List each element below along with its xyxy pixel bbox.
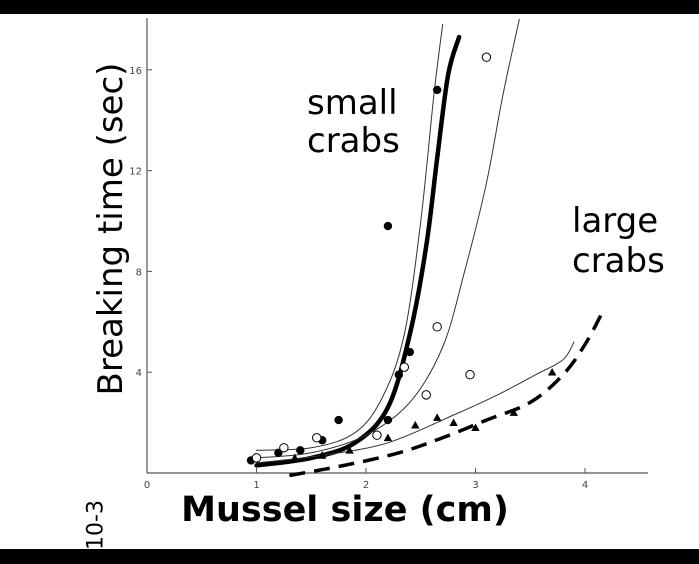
x-tick-label: 4	[582, 480, 588, 491]
y-tick-label: 4	[136, 368, 142, 379]
filled-circle-point	[383, 221, 393, 231]
x-tick-label: 3	[472, 480, 478, 491]
filled-circle-point	[405, 347, 414, 357]
large-crabs-label: large crabs	[572, 201, 665, 281]
chart-curves	[254, 18, 603, 478]
curve-thin	[256, 18, 520, 459]
curve-thin	[256, 23, 444, 451]
top-border	[0, 0, 699, 14]
open-circle-point	[481, 52, 492, 62]
bottom-border	[0, 549, 699, 564]
curve-thin	[256, 341, 575, 464]
open-circle-point	[251, 453, 262, 463]
filled-circle-point	[383, 415, 393, 425]
filled-triangle-point	[411, 420, 420, 429]
filled-circle-point	[296, 446, 305, 455]
side-mark: 10-3	[83, 500, 109, 550]
x-tick-label: 1	[253, 480, 259, 491]
filled-triangle-point	[509, 408, 519, 416]
x-axis-label: Mussel size (cm)	[181, 490, 509, 530]
filled-triangle-point	[290, 453, 300, 462]
chart-points	[246, 52, 557, 465]
filled-triangle-point	[449, 418, 458, 426]
filled-triangle-point	[432, 413, 442, 421]
open-circle-point	[372, 430, 382, 440]
filled-triangle-point	[547, 368, 557, 376]
open-circle-point	[312, 433, 322, 443]
open-circle-point	[279, 443, 289, 453]
x-tick-label: 0	[144, 480, 150, 491]
y-axis-label: Breaking time (sec)	[91, 62, 131, 396]
filled-triangle-point	[345, 446, 354, 454]
filled-triangle-point	[318, 451, 327, 459]
y-tick-label: 12	[129, 167, 142, 178]
open-circle-point	[432, 322, 442, 332]
chart-annotations: small crabs large crabs	[307, 83, 665, 281]
open-circle-point	[421, 390, 431, 400]
y-tick-label: 16	[129, 66, 142, 77]
curve-dashed	[289, 313, 603, 478]
filled-circle-point	[334, 415, 343, 425]
open-circle-point	[399, 362, 410, 372]
open-circle-point	[465, 370, 475, 380]
curve-bold	[254, 34, 462, 468]
filled-circle-point	[394, 370, 404, 379]
small-crabs-label: small crabs	[307, 83, 400, 161]
filled-circle-point	[432, 85, 442, 95]
x-tick-label: 2	[363, 480, 369, 491]
filled-triangle-point	[471, 423, 480, 431]
filled-triangle-point	[383, 433, 393, 442]
y-tick-label: 8	[136, 267, 142, 278]
